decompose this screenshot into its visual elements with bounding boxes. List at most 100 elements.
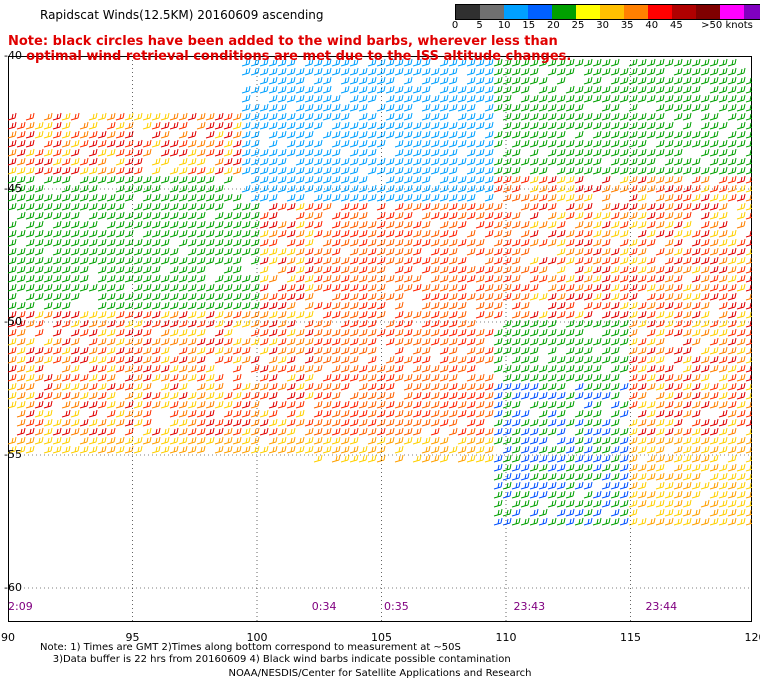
wind-barb — [304, 58, 314, 67]
wind-barb — [547, 301, 557, 310]
wind-barb — [700, 463, 710, 472]
wind-barb — [70, 382, 80, 391]
wind-barb — [493, 103, 503, 112]
wind-barb — [286, 193, 296, 202]
wind-barb — [52, 112, 62, 121]
wind-barb — [259, 148, 269, 157]
wind-barb — [493, 85, 503, 94]
wind-barb — [151, 364, 161, 373]
wind-barb — [628, 67, 638, 76]
wind-barb — [520, 292, 530, 301]
wind-barb — [565, 400, 575, 409]
wind-barb — [268, 238, 278, 247]
wind-barb — [439, 67, 449, 76]
wind-barb — [691, 418, 701, 427]
wind-barb — [394, 373, 404, 382]
wind-barb — [133, 283, 143, 292]
wind-barb — [547, 346, 557, 355]
wind-barb — [106, 211, 116, 220]
wind-barb — [655, 229, 665, 238]
wind-barb — [646, 211, 656, 220]
wind-barb — [700, 256, 710, 265]
wind-barb — [484, 382, 494, 391]
wind-barb — [16, 202, 26, 211]
wind-barb — [133, 184, 143, 193]
wind-barb — [736, 445, 746, 454]
wind-barb — [493, 184, 503, 193]
wind-barb — [547, 319, 557, 328]
wind-barb — [286, 238, 296, 247]
wind-barb — [727, 472, 737, 481]
wind-barb — [232, 445, 242, 454]
wind-barb — [196, 283, 206, 292]
wind-barb — [124, 418, 134, 427]
wind-barb — [340, 202, 350, 211]
wind-barb — [493, 247, 503, 256]
wind-barb — [745, 86, 752, 94]
wind-barb — [385, 247, 395, 256]
wind-barb — [430, 130, 440, 139]
wind-barb — [727, 481, 737, 490]
wind-barb — [538, 94, 548, 103]
wind-barb — [619, 454, 629, 463]
wind-barb — [457, 193, 467, 202]
wind-barb — [403, 121, 413, 130]
wind-barb — [493, 58, 503, 67]
wind-barb — [322, 85, 332, 94]
wind-barb — [511, 508, 521, 517]
wind-barb — [502, 481, 512, 490]
wind-barb — [556, 382, 566, 391]
wind-barb — [511, 247, 521, 256]
wind-barb — [628, 112, 638, 121]
wind-barb — [313, 76, 323, 85]
wind-barb — [169, 265, 179, 274]
wind-barb — [367, 256, 377, 265]
wind-barb — [358, 139, 368, 148]
wind-barb — [583, 184, 593, 193]
wind-barb — [412, 382, 422, 391]
wind-barb — [322, 67, 332, 76]
wind-barb — [34, 346, 44, 355]
wind-barb — [592, 229, 602, 238]
wind-barb — [169, 409, 179, 418]
wind-barb — [691, 436, 701, 445]
wind-barb — [727, 310, 737, 319]
wind-barb — [313, 85, 323, 94]
wind-barb — [439, 229, 449, 238]
wind-barb — [43, 337, 53, 346]
wind-barb — [178, 373, 188, 382]
wind-barb — [205, 427, 215, 436]
wind-barb — [718, 481, 728, 490]
wind-barb — [88, 391, 98, 400]
wind-barb — [376, 436, 386, 445]
wind-barb — [88, 328, 98, 337]
wind-barb — [340, 238, 350, 247]
wind-barb — [43, 346, 53, 355]
wind-barb — [421, 184, 431, 193]
wind-barb — [745, 131, 752, 139]
wind-barb — [547, 238, 557, 247]
wind-barb — [25, 229, 35, 238]
wind-barb — [700, 283, 710, 292]
wind-barb — [124, 445, 134, 454]
wind-barb — [619, 157, 629, 166]
wind-barb — [250, 112, 260, 121]
wind-barb — [655, 184, 665, 193]
wind-barb — [655, 76, 665, 85]
wind-barb — [178, 418, 188, 427]
wind-barb — [34, 130, 44, 139]
wind-barb — [43, 445, 53, 454]
wind-barb — [376, 238, 386, 247]
wind-barb — [295, 211, 305, 220]
wind-barb — [232, 337, 242, 346]
wind-barb — [223, 328, 233, 337]
wind-barb — [727, 427, 737, 436]
wind-barb — [70, 211, 80, 220]
wind-barb — [16, 130, 26, 139]
wind-barb — [169, 274, 179, 283]
wind-barb — [133, 211, 143, 220]
wind-barb — [421, 139, 431, 148]
wind-barb — [601, 355, 611, 364]
wind-barb — [97, 193, 107, 202]
wind-barb — [304, 247, 314, 256]
